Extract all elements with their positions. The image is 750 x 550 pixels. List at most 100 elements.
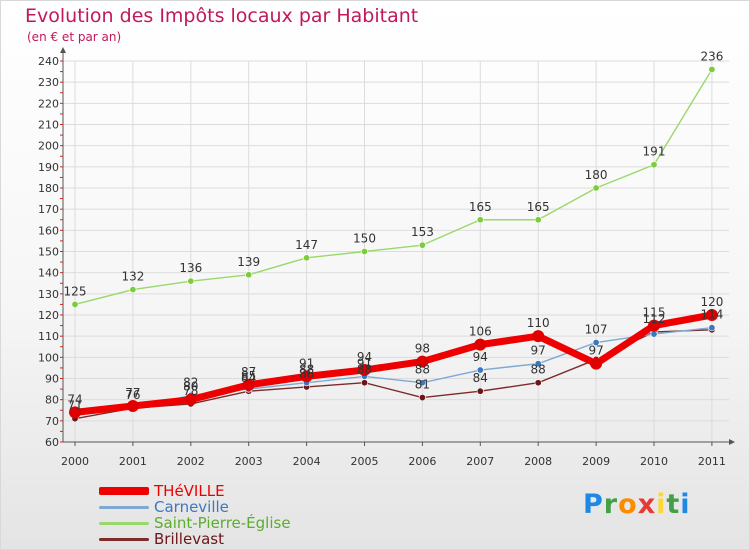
y-tick-label: 210 bbox=[38, 119, 59, 132]
legend-swatch bbox=[99, 505, 149, 509]
logo-letter: o bbox=[618, 489, 638, 520]
data-label: 191 bbox=[643, 145, 666, 159]
legend-item: THéVILLE bbox=[99, 483, 291, 499]
proxiti-logo: Proxiti bbox=[583, 489, 691, 520]
data-label: 78 bbox=[183, 384, 198, 398]
chart-legend: THéVILLE Carneville Saint-Pierre-Église Bri… bbox=[99, 483, 291, 547]
data-point bbox=[590, 357, 603, 370]
data-label: 82 bbox=[183, 375, 198, 389]
data-point bbox=[300, 370, 313, 383]
x-tick-label: 2004 bbox=[293, 455, 321, 468]
legend-item: Brillevast bbox=[99, 531, 291, 547]
y-tick-label: 180 bbox=[38, 182, 59, 195]
data-point bbox=[71, 300, 79, 308]
data-label: 87 bbox=[241, 365, 256, 379]
y-tick-label: 90 bbox=[45, 373, 59, 386]
data-label: 180 bbox=[585, 168, 608, 182]
legend-item: Carneville bbox=[99, 499, 291, 515]
data-point bbox=[418, 241, 426, 249]
x-tick-label: 2005 bbox=[351, 455, 379, 468]
data-point bbox=[126, 400, 139, 413]
data-label: 88 bbox=[531, 363, 546, 377]
logo-letter: P bbox=[583, 489, 604, 520]
data-label: 94 bbox=[357, 350, 372, 364]
data-point bbox=[184, 393, 197, 406]
data-label: 84 bbox=[241, 371, 256, 385]
x-tick-label: 2011 bbox=[698, 455, 726, 468]
data-label: 86 bbox=[299, 367, 314, 381]
data-point bbox=[650, 161, 658, 169]
x-tick-label: 2008 bbox=[524, 455, 552, 468]
data-label: 91 bbox=[357, 356, 372, 370]
data-label: 98 bbox=[415, 342, 430, 356]
data-label: 77 bbox=[125, 386, 140, 400]
y-tick-label: 130 bbox=[38, 288, 59, 301]
data-label: 71 bbox=[67, 399, 82, 413]
data-label: 139 bbox=[237, 255, 260, 269]
data-label: 115 bbox=[643, 306, 666, 320]
y-tick-label: 140 bbox=[38, 267, 59, 280]
logo-letter: i bbox=[680, 489, 691, 520]
legend-item: Saint-Pierre-Église bbox=[99, 515, 291, 531]
data-label: 80 bbox=[183, 380, 198, 394]
data-label: 125 bbox=[64, 284, 87, 298]
logo-letter: i bbox=[656, 489, 667, 520]
data-label: 153 bbox=[411, 225, 434, 239]
series-line bbox=[71, 311, 716, 416]
logo-letter: t bbox=[666, 489, 681, 520]
x-tick-label: 2003 bbox=[235, 455, 263, 468]
data-point bbox=[360, 248, 368, 256]
data-point bbox=[708, 324, 716, 332]
legend-label: THéVILLE bbox=[154, 482, 225, 500]
data-label: 85 bbox=[241, 369, 256, 383]
data-label: 91 bbox=[299, 356, 314, 370]
data-label: 136 bbox=[179, 261, 202, 275]
y-tick-label: 200 bbox=[38, 140, 59, 153]
data-label: 76 bbox=[125, 388, 140, 402]
data-point bbox=[418, 379, 426, 387]
data-point bbox=[708, 65, 716, 73]
data-point bbox=[129, 286, 137, 294]
data-point bbox=[532, 330, 545, 343]
x-tick-label: 2001 bbox=[119, 455, 147, 468]
legend-swatch bbox=[99, 521, 149, 525]
y-tick-label: 70 bbox=[45, 415, 59, 428]
data-label: 84 bbox=[473, 371, 488, 385]
y-tick-label: 150 bbox=[38, 246, 59, 259]
logo-letter: r bbox=[603, 489, 619, 520]
data-label: 236 bbox=[700, 49, 723, 63]
y-tick-label: 160 bbox=[38, 224, 59, 237]
data-label: 94 bbox=[473, 350, 488, 364]
data-point bbox=[358, 364, 371, 377]
data-label: 165 bbox=[527, 200, 550, 214]
legend-swatch bbox=[99, 487, 149, 495]
y-tick-label: 80 bbox=[45, 394, 59, 407]
x-axis-arrow bbox=[729, 439, 735, 445]
data-label: 81 bbox=[415, 378, 430, 392]
data-point bbox=[476, 216, 484, 224]
data-label: 88 bbox=[415, 363, 430, 377]
data-label: 150 bbox=[353, 232, 376, 246]
data-point bbox=[534, 360, 542, 368]
chart-title: Evolution des Impôts locaux par Habitant bbox=[25, 5, 419, 27]
data-point bbox=[245, 271, 253, 279]
data-label: 120 bbox=[700, 295, 723, 309]
data-point bbox=[416, 355, 429, 368]
data-label: 107 bbox=[585, 323, 608, 337]
y-tick-label: 220 bbox=[38, 97, 59, 110]
data-label: 110 bbox=[527, 316, 550, 330]
legend-label: Brillevast bbox=[154, 530, 224, 548]
data-point bbox=[474, 338, 487, 351]
data-point bbox=[534, 216, 542, 224]
data-point bbox=[360, 379, 368, 387]
data-label: 88 bbox=[357, 363, 372, 377]
data-label: 112 bbox=[643, 312, 666, 326]
data-point bbox=[418, 394, 426, 402]
data-point bbox=[303, 254, 311, 262]
legend-label: Saint-Pierre-Église bbox=[154, 514, 291, 532]
data-point bbox=[187, 277, 195, 285]
data-label: 165 bbox=[469, 200, 492, 214]
logo-letter: x bbox=[637, 489, 657, 520]
